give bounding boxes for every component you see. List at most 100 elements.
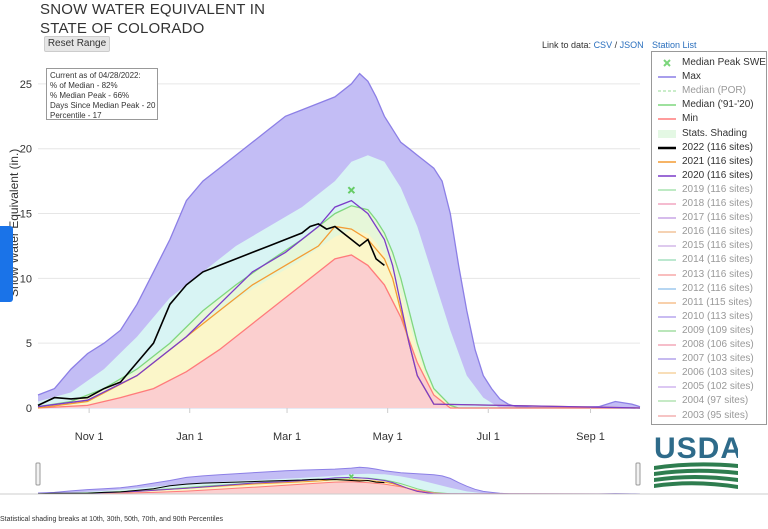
x-tick-label: Sep 1 <box>576 431 605 443</box>
legend-symbol <box>658 231 676 233</box>
legend-item[interactable]: Max <box>652 70 766 84</box>
legend-label: 2016 (116 sites) <box>682 226 753 238</box>
info-line: Current as of 04/28/2022: <box>50 71 141 80</box>
legend-item[interactable]: 2017 (116 sites) <box>652 211 766 225</box>
legend-symbol <box>658 104 676 107</box>
legend-symbol <box>658 217 676 219</box>
navigator-peak-marker <box>348 474 354 480</box>
x-tick-label: Mar 1 <box>273 431 301 443</box>
legend-item[interactable]: 2008 (106 sites) <box>652 338 766 352</box>
legend-label: Stats. Shading <box>682 127 748 139</box>
legend-item[interactable]: 2015 (116 sites) <box>652 239 766 253</box>
legend-item[interactable]: Min <box>652 112 766 126</box>
legend-item[interactable]: 2020 (116 sites) <box>652 169 766 183</box>
title-line-1: SNOW WATER EQUIVALENT IN <box>40 1 266 18</box>
legend-item[interactable]: 2013 (116 sites) <box>652 268 766 282</box>
legend-item[interactable]: 2021 (116 sites) <box>652 155 766 169</box>
info-line: % Median Peak - 66% <box>50 91 130 100</box>
legend-item[interactable]: Median ('91-'20) <box>652 98 766 112</box>
chart-legend: Median Peak SWE Max Median (POR) Median ('9… <box>651 51 767 425</box>
legend-symbol <box>658 245 676 248</box>
legend-label: Median ('91-'20) <box>682 99 754 111</box>
page-title: SNOW WATER EQUIVALENT IN STATE OF COLORA… <box>40 0 265 38</box>
usda-logo-graphic: USDA <box>654 432 742 489</box>
legend-symbol <box>658 287 676 290</box>
legend-symbol <box>658 316 676 318</box>
legend-item[interactable]: 2016 (116 sites) <box>652 225 766 239</box>
legend-item[interactable]: 2019 (116 sites) <box>652 183 766 197</box>
navigator-handle-right[interactable] <box>635 462 641 486</box>
series-line-min <box>37 254 640 409</box>
x-tick-label: Nov 1 <box>75 431 104 443</box>
legend-item[interactable]: 2007 (103 sites) <box>652 352 766 366</box>
legend-symbol <box>658 189 676 191</box>
legend-symbol <box>658 273 676 276</box>
legend-label: Median Peak SWE <box>682 57 766 68</box>
legend-label: 2014 (116 sites) <box>682 254 753 266</box>
link-separator: / <box>614 40 618 50</box>
series-line-max <box>37 72 641 409</box>
usda-logo-text: USDA <box>654 432 738 465</box>
feedback-tab[interactable] <box>0 226 13 302</box>
legend-symbol <box>658 358 676 360</box>
legend-symbol <box>658 301 676 304</box>
legend-item[interactable]: 2011 (115 sites) <box>652 296 766 310</box>
series-line-2022-116-sites <box>37 223 385 407</box>
legend-label: 2008 (106 sites) <box>682 339 754 350</box>
legend-item[interactable]: 2003 (95 sites) <box>652 409 766 423</box>
legend-item[interactable]: 2022 (116 sites) <box>652 141 766 155</box>
link-prefix: Link to data: <box>542 40 592 50</box>
legend-symbol <box>658 386 676 389</box>
legend-item[interactable]: 2014 (116 sites) <box>652 253 766 267</box>
y-tick-label: 10 <box>20 273 32 285</box>
legend-label: 2021 (116 sites) <box>682 155 753 167</box>
legend-label: 2005 (102 sites) <box>682 381 754 393</box>
legend-item[interactable]: 2010 (113 sites) <box>652 310 766 324</box>
legend-label: 2012 (116 sites) <box>682 282 753 294</box>
navigator-line <box>37 481 640 495</box>
legend-label: 2022 (116 sites) <box>682 141 753 153</box>
data-links: Link to data: CSV / JSON <box>542 40 644 50</box>
legend-label: Min <box>682 113 699 125</box>
navigator-line <box>37 478 385 495</box>
reset-range-button[interactable]: Reset Range <box>44 36 110 52</box>
legend-item[interactable]: 2012 (116 sites) <box>652 282 766 296</box>
legend-symbol <box>658 129 676 138</box>
legend-symbol <box>658 344 676 346</box>
legend-label: Max <box>682 71 701 83</box>
legend-label: 2019 (116 sites) <box>682 183 753 195</box>
median-peak-marker <box>347 186 356 194</box>
legend-item[interactable]: 2009 (109 sites) <box>652 324 766 338</box>
info-line: Days Since Median Peak - 20 <box>50 101 156 110</box>
legend-item[interactable]: 2004 (97 sites) <box>652 394 766 408</box>
info-line: % of Median - 82% <box>50 81 118 90</box>
legend-label: 2010 (113 sites) <box>682 310 753 322</box>
legend-item[interactable]: Stats. Shading <box>652 127 766 141</box>
legend-item[interactable]: 2005 (102 sites) <box>652 380 766 394</box>
y-tick-label: 5 <box>26 338 32 350</box>
legend-symbol <box>658 90 676 92</box>
min-area-nav <box>38 481 640 494</box>
legend-item[interactable]: Median (POR) <box>652 84 766 98</box>
csv-link[interactable]: CSV <box>593 40 613 50</box>
title-line-2: STATE OF COLORADO <box>40 20 205 37</box>
navigator-handle-left[interactable] <box>35 462 41 486</box>
legend-item[interactable]: 2018 (116 sites) <box>652 197 766 211</box>
legend-label: Median (POR) <box>682 85 746 97</box>
legend-symbol <box>658 146 676 149</box>
legend-symbol <box>663 59 671 67</box>
legend-symbol <box>658 118 676 121</box>
json-link[interactable]: JSON <box>619 40 644 50</box>
legend-symbol <box>658 330 676 332</box>
legend-label: 2011 (115 sites) <box>682 296 753 308</box>
legend-item[interactable]: Median Peak SWE <box>652 56 766 70</box>
legend-symbol <box>658 372 676 374</box>
series-line-2020-116-sites <box>37 199 641 409</box>
legend-symbol <box>658 400 676 403</box>
station-list-link[interactable]: Station List <box>652 40 697 50</box>
legend-symbol <box>658 414 676 417</box>
legend-item[interactable]: 2006 (103 sites) <box>652 366 766 380</box>
legend-symbol <box>658 76 676 78</box>
legend-label: 2004 (97 sites) <box>682 395 749 407</box>
